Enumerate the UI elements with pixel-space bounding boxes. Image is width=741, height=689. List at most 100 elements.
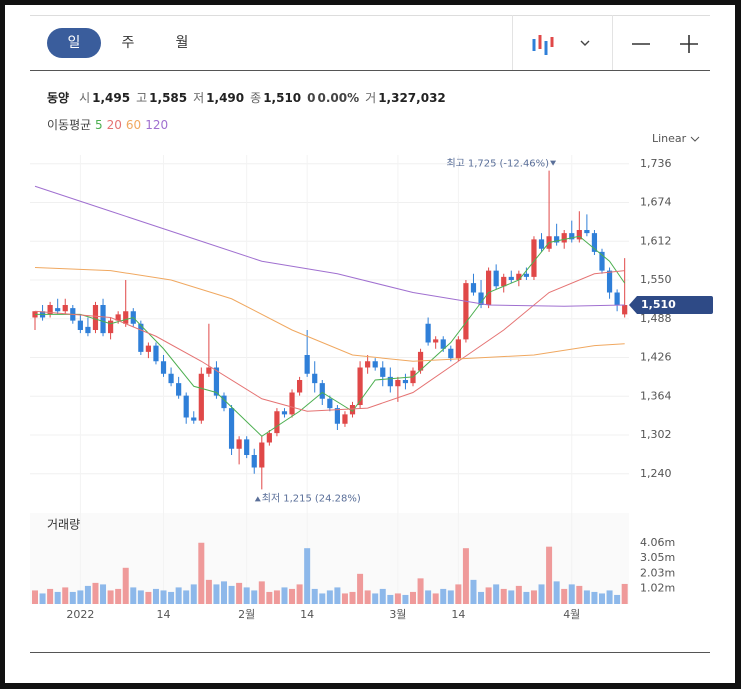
- candle-body: [614, 292, 620, 305]
- info-value: 1,585: [149, 91, 188, 105]
- tab[interactable]: 월: [175, 35, 189, 51]
- y-tick-label: 1,364: [640, 389, 672, 402]
- candle-body: [523, 273, 529, 277]
- volume-bar: [614, 594, 621, 604]
- volume-bar: [152, 588, 159, 604]
- ma-legend-entry: 120: [145, 118, 169, 132]
- candle-body: [531, 239, 537, 277]
- candle-body: [221, 395, 227, 409]
- extreme-value_label: 1,215: [283, 493, 312, 504]
- candle-body: [319, 383, 325, 399]
- x-tick-label: 4월: [563, 608, 580, 621]
- candle-body: [123, 311, 129, 324]
- volume-tick-label: 2.03m: [640, 566, 675, 579]
- y-tick-label: 1,426: [640, 351, 672, 364]
- y-tick-label: 1,488: [640, 312, 672, 325]
- volume-bar: [168, 591, 175, 604]
- volume-bar: [319, 593, 326, 604]
- toolbar-icons[interactable]: [525, 29, 615, 59]
- volume-bar: [175, 587, 182, 604]
- volume-bar: [221, 581, 227, 604]
- candle-body: [281, 411, 288, 415]
- x-tick-label: 2022: [66, 608, 94, 621]
- candle-body: [77, 320, 83, 330]
- divider: [30, 652, 710, 653]
- volume-bar: [236, 582, 243, 604]
- volume-title: 거래량: [47, 518, 80, 532]
- candle-body: [591, 233, 598, 252]
- y-tick-label: 1,302: [640, 428, 672, 441]
- candle-body: [259, 442, 265, 468]
- ma-line: [34, 270, 625, 412]
- volume-bar: [364, 590, 371, 604]
- extreme-change: (24.28%): [315, 493, 361, 504]
- volume-bar: [334, 587, 341, 604]
- volume-bar: [515, 585, 522, 604]
- volume-bar: [243, 587, 250, 604]
- volume-tick-label: 1.02m: [640, 582, 675, 595]
- volume-bar: [107, 590, 114, 604]
- ma-line: [35, 235, 626, 437]
- info-value: 1,495: [92, 91, 131, 105]
- candle-body: [176, 383, 182, 396]
- candle-body: [584, 230, 590, 234]
- volume-bar: [349, 591, 356, 604]
- volume-bar: [47, 588, 54, 604]
- volume-panel: [30, 513, 629, 604]
- last-price-tag: [629, 296, 713, 314]
- tab[interactable]: 일: [47, 28, 101, 58]
- candle-body: [85, 326, 91, 334]
- change: 0: [307, 91, 316, 105]
- candle-body: [297, 380, 303, 393]
- candle-body: [493, 270, 499, 287]
- zoom-buttons[interactable]: [625, 31, 705, 57]
- volume-bar: [410, 591, 416, 604]
- volume-bar: [273, 590, 280, 604]
- volume-bar: [145, 591, 152, 604]
- y-tick-label: 1,240: [640, 467, 672, 480]
- volume-bar: [394, 593, 401, 604]
- volume-bar: [447, 590, 454, 604]
- candle-body: [160, 361, 167, 374]
- info-label: 거: [365, 91, 377, 105]
- candle-body: [153, 345, 159, 362]
- candle-body: [138, 323, 144, 352]
- volume-bar: [326, 590, 333, 604]
- info-label: 시: [79, 91, 91, 105]
- volume-bar: [379, 588, 386, 604]
- candle-body: [357, 367, 363, 405]
- candle-body: [251, 455, 257, 468]
- divider: [512, 15, 513, 70]
- volume-bar: [266, 591, 273, 604]
- ma-line: [34, 185, 625, 307]
- volume-bar: [115, 588, 122, 604]
- candle-body: [289, 392, 295, 415]
- volume-bar: [500, 588, 507, 604]
- volume-bar: [417, 578, 424, 604]
- candle-body: [455, 339, 461, 359]
- volume-bar: [530, 590, 537, 604]
- volume-bar: [387, 594, 394, 604]
- info-label: 종: [250, 91, 262, 105]
- volume-bar: [69, 591, 76, 604]
- volume-bar: [470, 579, 477, 604]
- candle-body: [183, 395, 189, 418]
- ma-legend-entry: 5: [95, 118, 103, 132]
- info-value: 1,490: [206, 91, 245, 105]
- info-label: 고: [136, 91, 148, 105]
- candle-body: [168, 373, 174, 384]
- price-info: 동양 시 1,495 고 1,585 저 1,490 종 1,510 0 0.00% 거 1,327,0…: [47, 89, 452, 106]
- volume-bar: [425, 590, 432, 604]
- volume-bar: [198, 542, 205, 604]
- candle-body: [622, 305, 628, 315]
- candle-body: [387, 376, 393, 387]
- volume-bar: [523, 591, 530, 604]
- divider: [612, 15, 613, 70]
- info-value: 1,327,032: [378, 91, 446, 105]
- volume-bar: [553, 581, 560, 604]
- volume-bar: [54, 591, 61, 604]
- tab[interactable]: 주: [121, 35, 135, 51]
- candle-body: [312, 373, 318, 384]
- ma-legend-entry: 60: [125, 118, 142, 132]
- candle-body: [228, 408, 235, 449]
